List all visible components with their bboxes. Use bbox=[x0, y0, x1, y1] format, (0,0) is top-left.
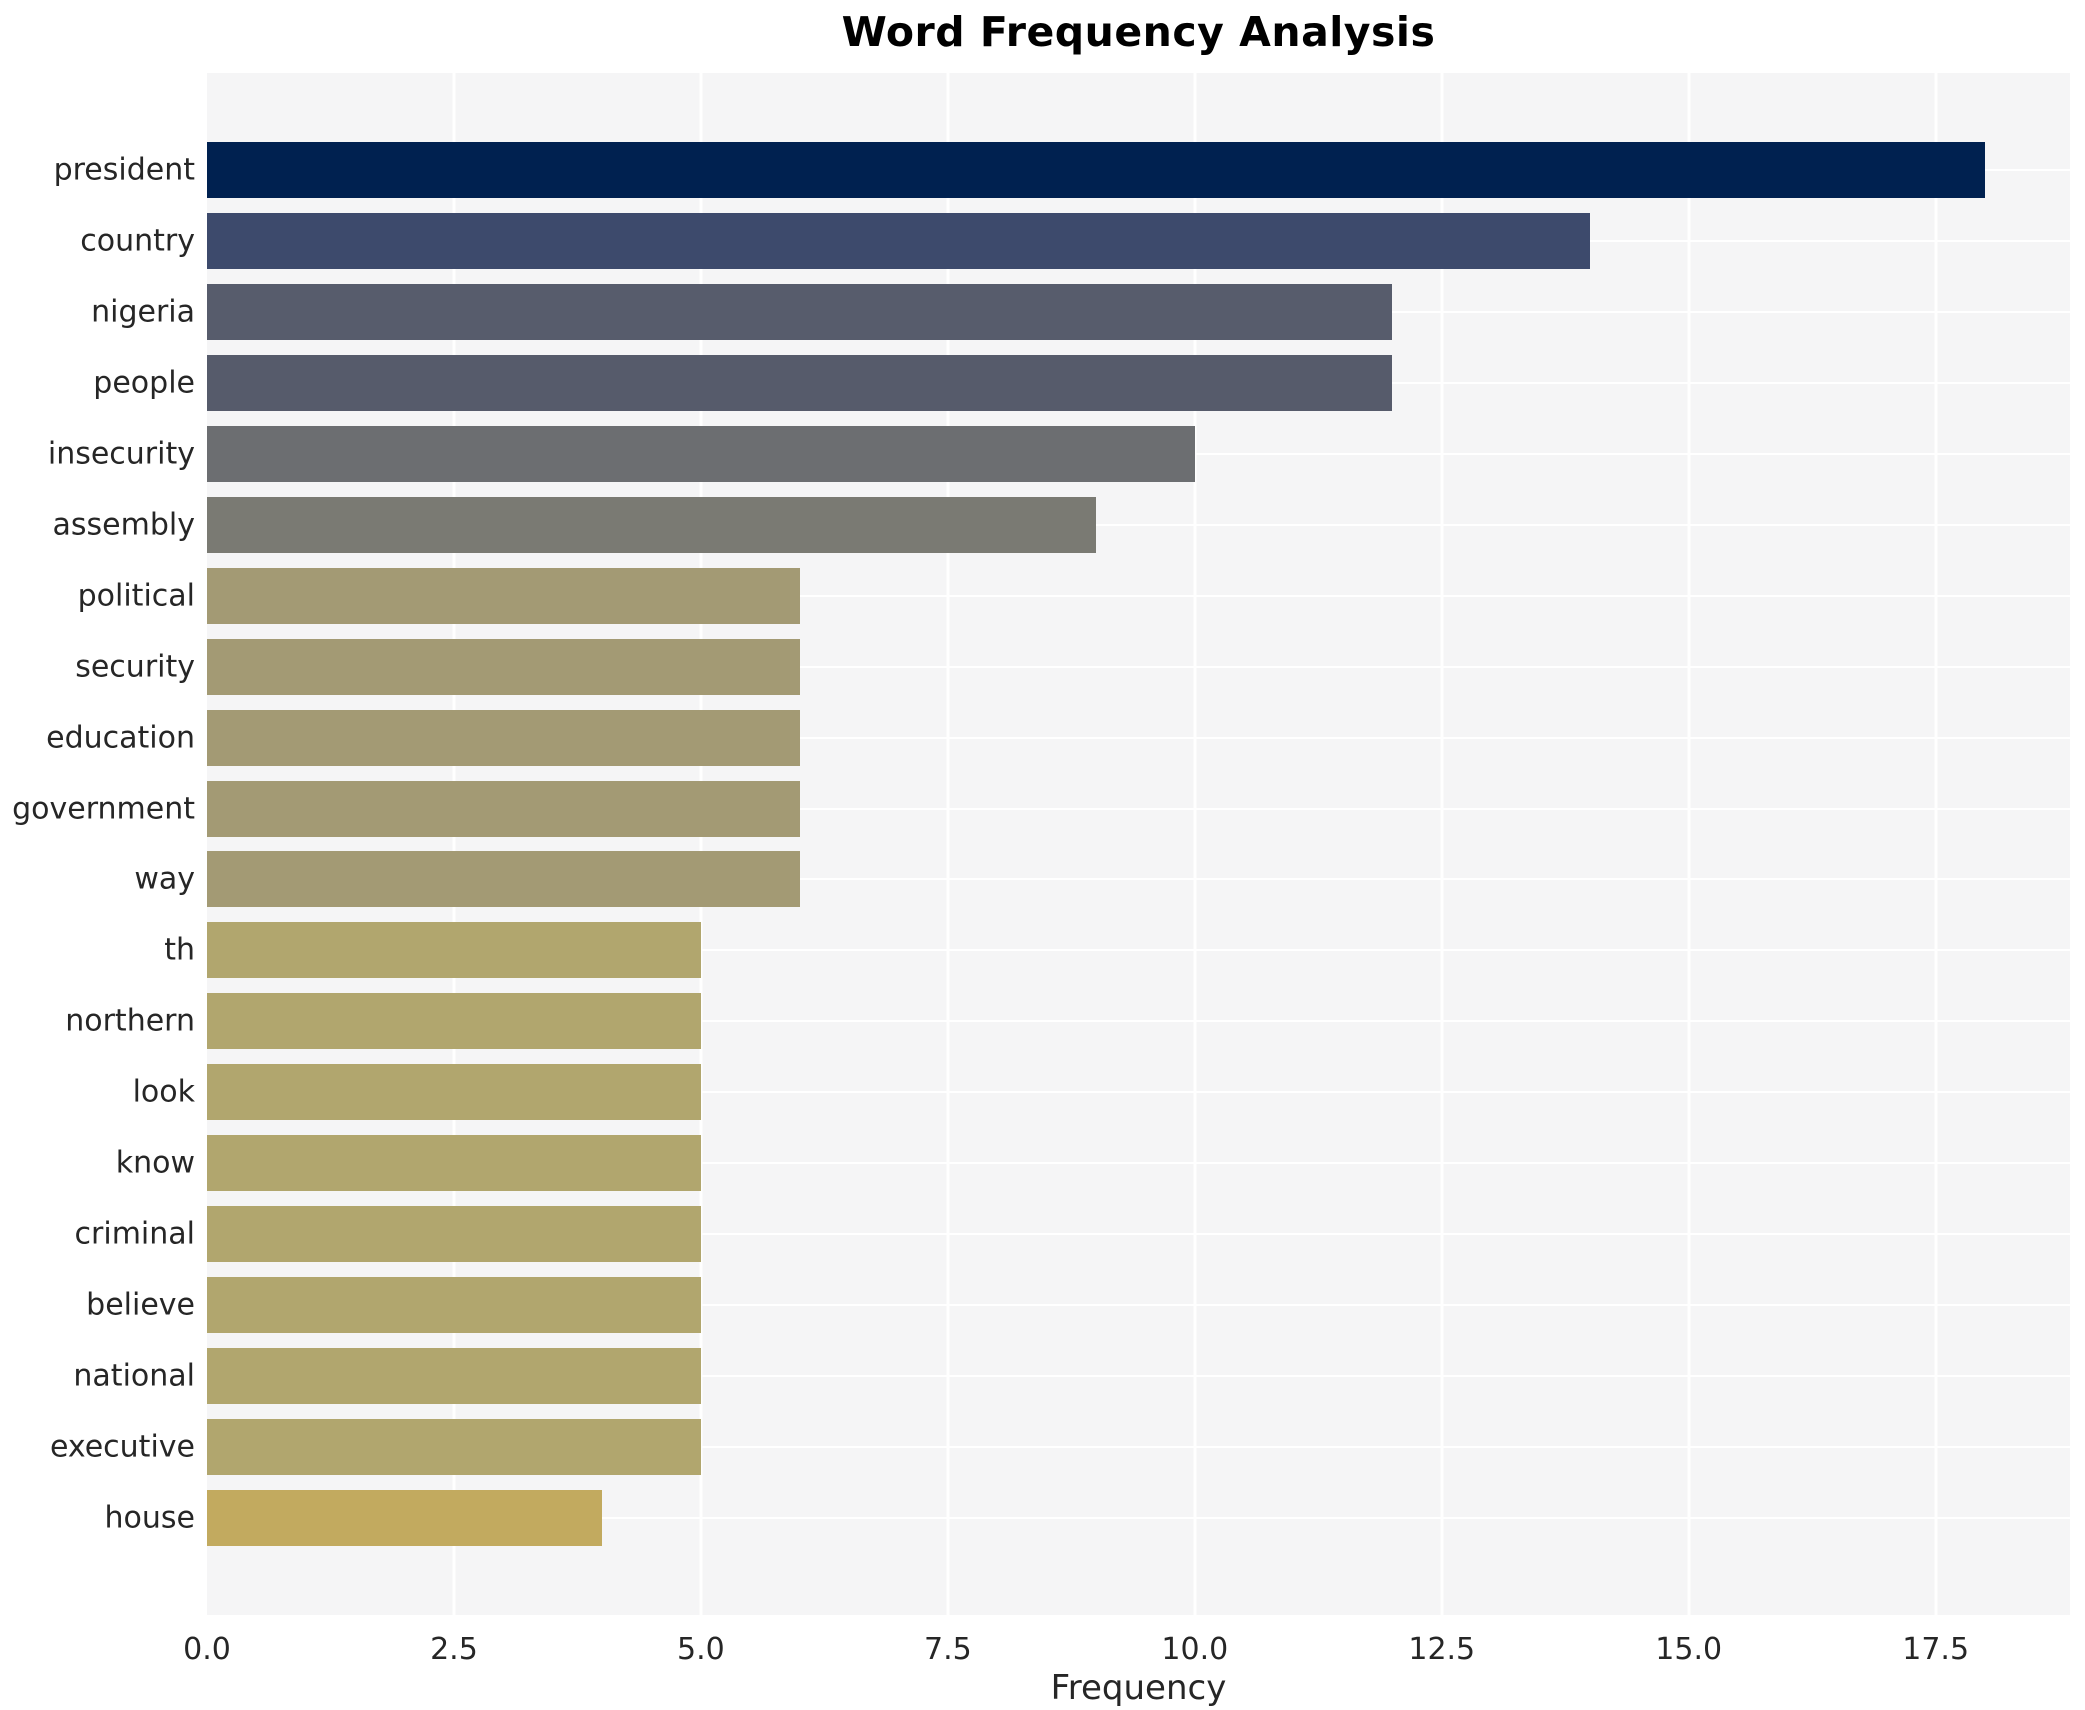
y-tick-label-president: president bbox=[53, 152, 195, 188]
x-gridline-17.5 bbox=[1934, 73, 1938, 1615]
bar-government bbox=[207, 780, 800, 837]
y-tick-label-country: country bbox=[80, 223, 195, 259]
bar-country bbox=[207, 212, 1590, 269]
x-tick-label-15.0: 15.0 bbox=[1655, 1632, 1723, 1667]
y-gridline-th bbox=[207, 949, 2070, 952]
y-gridline-government bbox=[207, 807, 2070, 810]
y-gridline-look bbox=[207, 1091, 2070, 1094]
bar-look bbox=[207, 1064, 701, 1121]
x-gridline-15.0 bbox=[1687, 73, 1691, 1615]
y-tick-label-northern: northern bbox=[65, 1003, 195, 1039]
y-gridline-political bbox=[207, 594, 2070, 597]
x-gridline-5.0 bbox=[699, 73, 703, 1615]
x-tick-label-2.5: 2.5 bbox=[430, 1632, 478, 1667]
chart-title: Word Frequency Analysis bbox=[841, 8, 1436, 56]
y-gridline-executive bbox=[207, 1446, 2070, 1449]
bar-know bbox=[207, 1135, 701, 1192]
bar-believe bbox=[207, 1277, 701, 1334]
y-tick-label-house: house bbox=[104, 1500, 195, 1536]
x-gridline-12.5 bbox=[1440, 73, 1444, 1615]
y-tick-label-education: education bbox=[46, 720, 195, 756]
bar-education bbox=[207, 709, 800, 766]
bar-security bbox=[207, 638, 800, 695]
x-gridline-7.5 bbox=[946, 73, 950, 1615]
y-tick-label-way: way bbox=[134, 861, 195, 897]
bar-executive bbox=[207, 1419, 701, 1476]
y-tick-label-security: security bbox=[75, 649, 195, 685]
y-tick-label-look: look bbox=[132, 1074, 195, 1110]
y-gridline-know bbox=[207, 1162, 2070, 1165]
y-tick-label-criminal: criminal bbox=[74, 1216, 195, 1252]
x-tick-label-12.5: 12.5 bbox=[1408, 1632, 1476, 1667]
bar-insecurity bbox=[207, 425, 1195, 482]
y-gridline-northern bbox=[207, 1020, 2070, 1023]
bar-th bbox=[207, 922, 701, 979]
bar-president bbox=[207, 142, 1986, 198]
y-gridline-security bbox=[207, 665, 2070, 668]
y-tick-label-national: national bbox=[73, 1358, 195, 1394]
bar-people bbox=[207, 354, 1393, 411]
bar-political bbox=[207, 567, 800, 624]
x-gridline-10.0 bbox=[1193, 73, 1197, 1615]
y-gridline-national bbox=[207, 1375, 2070, 1378]
bar-national bbox=[207, 1348, 701, 1405]
y-gridline-house bbox=[207, 1517, 2070, 1519]
x-tick-label-17.5: 17.5 bbox=[1902, 1632, 1970, 1667]
bar-criminal bbox=[207, 1206, 701, 1263]
x-tick-label-10.0: 10.0 bbox=[1161, 1632, 1229, 1667]
y-tick-label-insecurity: insecurity bbox=[47, 436, 195, 472]
x-tick-label-0.0: 0.0 bbox=[183, 1632, 231, 1667]
bar-house bbox=[207, 1490, 603, 1546]
y-tick-label-people: people bbox=[93, 365, 195, 401]
y-gridline-education bbox=[207, 736, 2070, 739]
x-tick-label-5.0: 5.0 bbox=[677, 1632, 725, 1667]
y-tick-label-th: th bbox=[164, 932, 195, 968]
y-tick-label-assembly: assembly bbox=[52, 507, 195, 543]
bar-assembly bbox=[207, 496, 1097, 553]
y-gridline-assembly bbox=[207, 523, 2070, 526]
y-tick-label-executive: executive bbox=[49, 1429, 195, 1465]
y-gridline-believe bbox=[207, 1304, 2070, 1307]
y-tick-label-government: government bbox=[12, 791, 195, 827]
y-tick-label-political: political bbox=[77, 578, 195, 614]
y-gridline-way bbox=[207, 878, 2070, 881]
y-tick-label-know: know bbox=[115, 1145, 195, 1181]
bar-nigeria bbox=[207, 283, 1393, 340]
y-tick-label-believe: believe bbox=[86, 1287, 195, 1323]
plot-area bbox=[207, 73, 2070, 1615]
x-gridline-2.5 bbox=[452, 73, 456, 1615]
bar-northern bbox=[207, 993, 701, 1050]
y-gridline-criminal bbox=[207, 1233, 2070, 1236]
bar-way bbox=[207, 851, 800, 908]
x-axis-label: Frequency bbox=[1050, 1668, 1227, 1708]
x-tick-label-7.5: 7.5 bbox=[923, 1632, 972, 1667]
y-tick-label-nigeria: nigeria bbox=[91, 294, 195, 330]
